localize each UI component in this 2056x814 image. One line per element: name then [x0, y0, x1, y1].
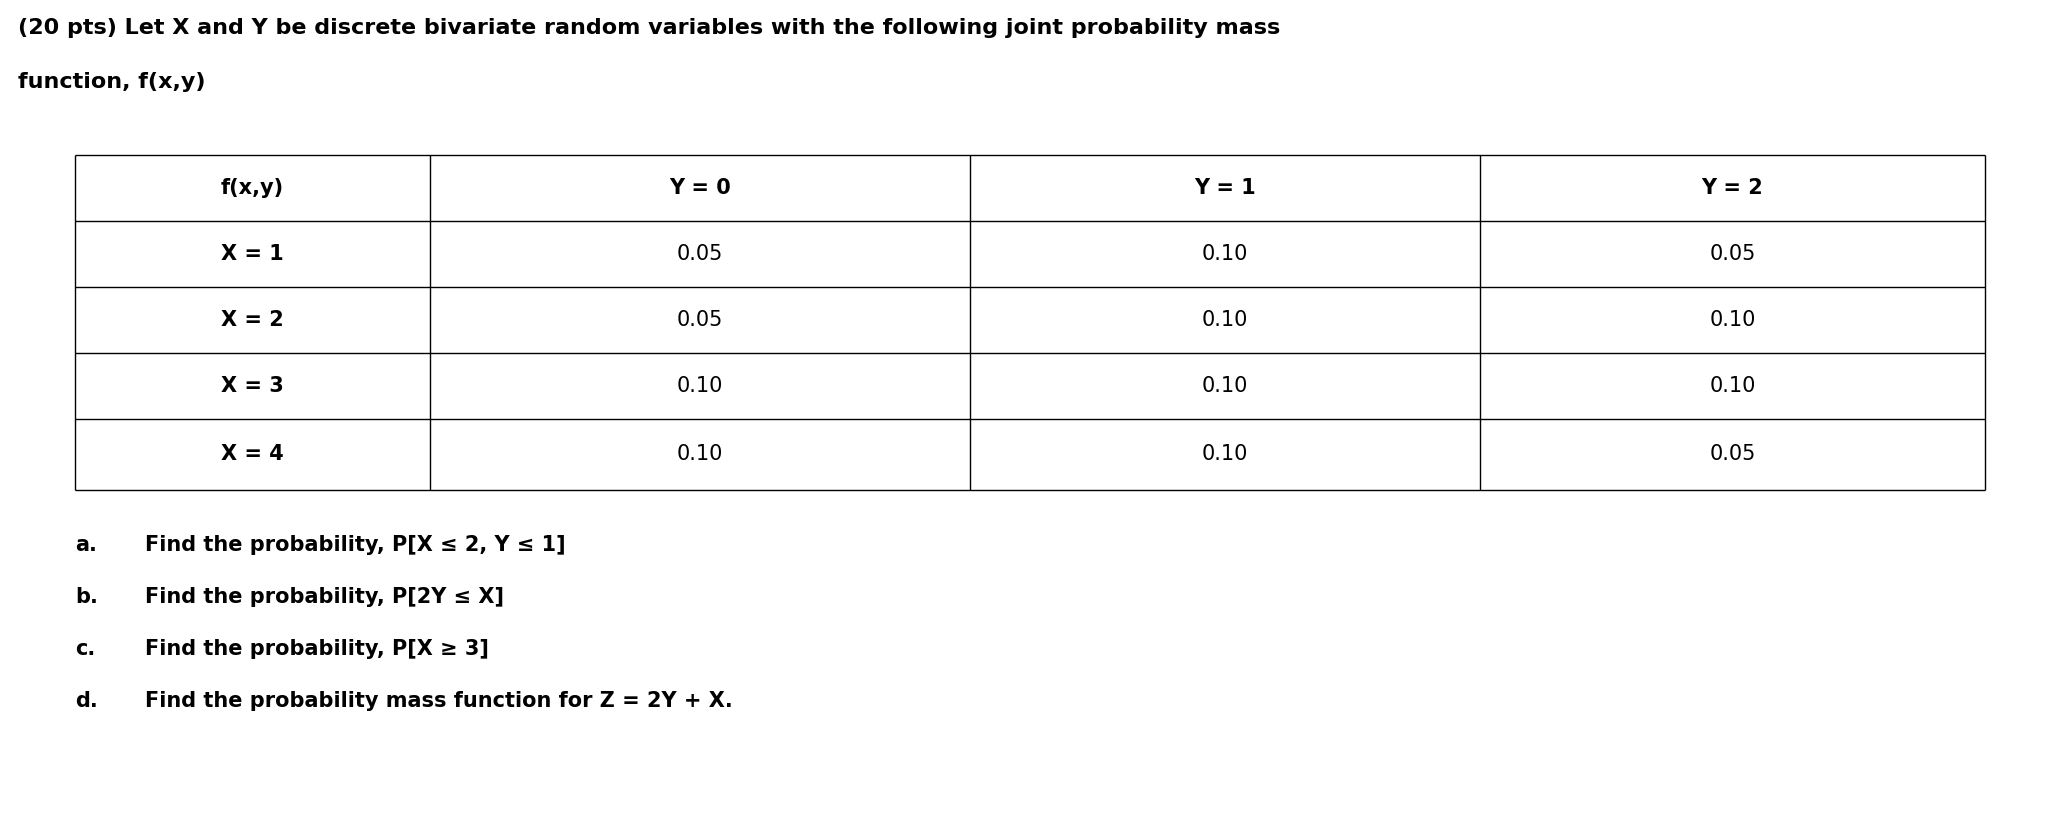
Text: b.: b.	[74, 587, 99, 607]
Text: 0.10: 0.10	[1709, 376, 1756, 396]
Text: d.: d.	[74, 691, 99, 711]
Text: Y = 2: Y = 2	[1702, 178, 1764, 198]
Text: X = 3: X = 3	[222, 376, 284, 396]
Text: a.: a.	[74, 535, 97, 555]
Text: c.: c.	[74, 639, 95, 659]
Text: X = 2: X = 2	[222, 310, 284, 330]
Text: 0.05: 0.05	[676, 244, 724, 264]
Text: 0.05: 0.05	[1709, 244, 1756, 264]
Text: 0.10: 0.10	[1203, 444, 1248, 465]
Text: X = 4: X = 4	[222, 444, 284, 465]
Text: 0.05: 0.05	[1709, 444, 1756, 465]
Text: Find the probability mass function for Z = 2Y + X.: Find the probability mass function for Z…	[146, 691, 732, 711]
Text: Find the probability, P[2Y ≤ X]: Find the probability, P[2Y ≤ X]	[146, 587, 504, 607]
Text: Find the probability, P[X ≤ 2, Y ≤ 1]: Find the probability, P[X ≤ 2, Y ≤ 1]	[146, 535, 565, 555]
Text: 0.10: 0.10	[1203, 376, 1248, 396]
Text: Y = 1: Y = 1	[1195, 178, 1256, 198]
Text: function, f(x,y): function, f(x,y)	[19, 72, 206, 92]
Text: Y = 0: Y = 0	[668, 178, 730, 198]
Text: f(x,y): f(x,y)	[220, 178, 284, 198]
Text: 0.10: 0.10	[676, 444, 724, 465]
Text: 0.10: 0.10	[676, 376, 724, 396]
Text: 0.10: 0.10	[1203, 244, 1248, 264]
Text: X = 1: X = 1	[222, 244, 284, 264]
Text: 0.10: 0.10	[1203, 310, 1248, 330]
Text: 0.10: 0.10	[1709, 310, 1756, 330]
Text: 0.05: 0.05	[676, 310, 724, 330]
Text: Find the probability, P[X ≥ 3]: Find the probability, P[X ≥ 3]	[146, 639, 489, 659]
Text: (20 pts) Let X and Y be discrete bivariate random variables with the following j: (20 pts) Let X and Y be discrete bivaria…	[19, 18, 1281, 38]
